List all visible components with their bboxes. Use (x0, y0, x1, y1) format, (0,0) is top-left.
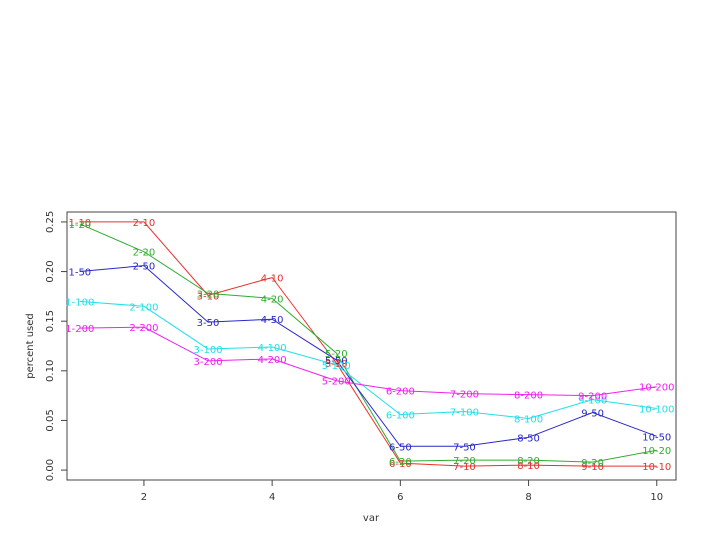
point-label: 8-10 (517, 461, 540, 472)
point-label: 3-200 (194, 357, 223, 368)
y-tick-label: 0.15 (45, 310, 56, 332)
point-label: 1-100 (65, 297, 94, 308)
point-label: 6-50 (389, 442, 412, 453)
point-label: 5-200 (322, 377, 351, 388)
x-axis: 2 4 6 8 10 (141, 480, 663, 503)
y-tick-label: 0.05 (45, 409, 56, 431)
point-label: 9-20 (581, 458, 604, 469)
point-label: 10-200 (639, 383, 674, 394)
series-line (79, 300, 657, 419)
point-label: 5-100 (322, 361, 351, 372)
point-label: 1-200 (65, 324, 94, 335)
series-line (79, 223, 657, 463)
point-label: 2-50 (133, 262, 156, 273)
point-label: 7-50 (453, 442, 476, 453)
series-line (79, 326, 657, 397)
y-tick-label: 0.20 (45, 260, 56, 282)
point-label: 8-200 (514, 391, 543, 402)
point-label: 1-10 (68, 218, 91, 229)
point-label: 9-200 (578, 392, 607, 403)
x-tick-label: 2 (141, 492, 147, 503)
series-labels: 1-10 2-10 3-10 4-10 5-10 6-10 7-10 8-10 9-10 10-1… (65, 218, 674, 473)
point-label: 4-100 (258, 343, 287, 354)
point-label: 2-100 (129, 302, 158, 313)
point-label: 9-100 (578, 396, 607, 407)
y-tick-label: 0.10 (45, 360, 56, 382)
y-tick-label: 0.25 (45, 211, 56, 233)
point-label: 3-50 (197, 318, 220, 329)
point-label: 4-10 (261, 274, 284, 285)
y-tick-label: 0.00 (45, 459, 56, 481)
x-tick-label: 8 (525, 492, 531, 503)
point-label: 3-100 (194, 345, 223, 356)
point-label: 6-100 (386, 410, 415, 421)
point-label: 3-10 (197, 291, 220, 302)
point-label: 4-50 (261, 315, 284, 326)
point-label: 9-10 (581, 462, 604, 473)
point-label: 8-50 (517, 433, 540, 444)
point-label: 7-100 (450, 408, 479, 419)
x-tick-label: 4 (269, 492, 275, 503)
x-tick-label: 6 (397, 492, 403, 503)
point-label: 7-200 (450, 390, 479, 401)
x-tick-label: 10 (650, 492, 663, 503)
point-label: 2-20 (133, 248, 156, 259)
y-axis: 0.00 0.05 0.10 0.15 0.20 0.25 (45, 211, 67, 481)
point-label: 7-10 (453, 462, 476, 473)
point-label: 3-20 (197, 289, 220, 300)
point-label: 1-50 (68, 268, 91, 279)
point-label: 10-20 (642, 446, 671, 457)
series-line (79, 265, 657, 447)
series-lines (79, 221, 657, 467)
point-label: 6-200 (386, 387, 415, 398)
point-label: 5-50 (325, 356, 348, 367)
x-axis-title: var (363, 513, 380, 524)
point-label: 2-10 (133, 218, 156, 229)
point-label: 9-50 (581, 409, 604, 420)
point-label: 7-20 (453, 456, 476, 467)
point-label: 6-20 (389, 457, 412, 468)
point-label: 5-20 (325, 349, 348, 360)
point-label: 10-10 (642, 462, 671, 473)
point-label: 5-10 (325, 359, 348, 370)
point-label: 8-100 (514, 414, 543, 425)
point-label: 1-20 (68, 220, 91, 231)
point-label: 10-50 (642, 432, 671, 443)
series-line (79, 221, 657, 467)
point-label: 10-100 (639, 405, 674, 416)
point-label: 4-20 (261, 294, 284, 305)
plot-frame (66, 211, 677, 481)
y-axis-title: percent used (25, 313, 36, 379)
point-label: 8-20 (517, 456, 540, 467)
point-label: 4-200 (258, 355, 287, 366)
point-label: 2-200 (129, 323, 158, 334)
point-label: 6-10 (389, 459, 412, 470)
